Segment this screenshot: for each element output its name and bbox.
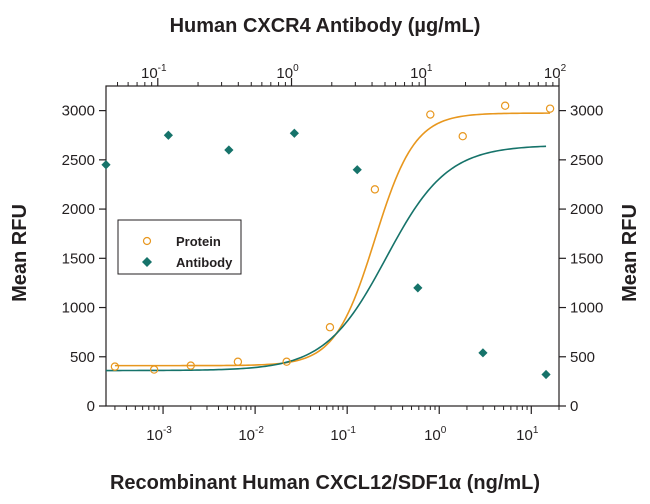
- y-right-tick-label: 3000: [570, 103, 603, 120]
- data-point-protein: [110, 362, 120, 371]
- data-point-protein: [325, 323, 335, 332]
- x-bottom-tick-label: 101: [516, 425, 539, 444]
- x-bottom-tick-label: 10-3: [146, 425, 172, 444]
- data-point-antibody: [289, 128, 299, 138]
- data-points-layer: [101, 101, 555, 380]
- data-point-antibody: [352, 165, 362, 175]
- data-point-antibody: [541, 369, 551, 380]
- ticks-layer: 10-3 10-2 10-1 100 101 10-1 100 101 102 0 0 500 500 1…: [62, 63, 604, 444]
- y-left-tick-label: 0: [87, 398, 95, 415]
- data-point-protein: [426, 110, 435, 119]
- data-point-protein: [282, 357, 291, 366]
- data-point-protein: [500, 101, 510, 110]
- y-right-tick-label: 0: [570, 398, 578, 415]
- x-top-tick-label: 101: [410, 63, 433, 82]
- legend-antibody-marker: [142, 257, 152, 267]
- y-axis-title-left: Mean RFU: [9, 204, 31, 302]
- data-point-antibody: [101, 160, 111, 170]
- y-right-tick-label: 2000: [570, 201, 603, 218]
- data-point-protein: [233, 357, 243, 366]
- x-top-tick-label: 10-1: [141, 63, 167, 82]
- y-right-tick-label: 1000: [570, 300, 603, 317]
- data-point-protein: [149, 365, 159, 374]
- top-axis-title: Human CXCR4 Antibody (µg/mL): [170, 15, 481, 37]
- y-left-tick-label: 500: [70, 349, 95, 366]
- legend: Protein Antibody: [117, 219, 242, 275]
- x-top-tick-label: 100: [276, 63, 299, 82]
- y-left-tick-label: 1500: [62, 250, 95, 267]
- data-point-antibody: [413, 283, 423, 293]
- x-axis-title: Recombinant Human CXCL12/SDF1α (ng/mL): [110, 472, 540, 494]
- y-left-tick-label: 1000: [62, 300, 95, 317]
- y-right-tick-label: 1500: [570, 250, 603, 267]
- x-bottom-tick-label: 10-1: [330, 425, 356, 444]
- x-bottom-tick-label: 100: [424, 425, 447, 444]
- data-point-antibody: [224, 145, 234, 155]
- y-left-tick-label: 2000: [62, 201, 95, 218]
- data-point-protein: [458, 132, 467, 141]
- y-axis-title-right: Mean RFU: [619, 204, 641, 302]
- y-right-tick-label: 500: [570, 349, 595, 366]
- fit-curve-antibody: [106, 145, 547, 372]
- x-bottom-tick-label: 10-2: [238, 425, 264, 444]
- data-point-antibody: [163, 130, 173, 140]
- data-point-protein: [186, 361, 195, 370]
- legend-box: [117, 219, 242, 275]
- legend-antibody-label: Antibody: [176, 255, 233, 270]
- data-point-antibody: [478, 348, 488, 358]
- y-right-tick-label: 2500: [570, 152, 603, 169]
- x-top-tick-label: 102: [544, 63, 567, 82]
- data-point-protein: [370, 185, 380, 194]
- legend-protein-label: Protein: [176, 234, 221, 249]
- y-left-tick-label: 3000: [62, 103, 95, 120]
- legend-protein-marker: [142, 236, 152, 246]
- data-point-protein: [545, 104, 555, 113]
- y-left-tick-label: 2500: [62, 152, 95, 169]
